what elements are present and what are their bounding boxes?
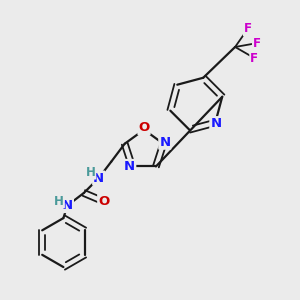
Text: N: N (62, 199, 73, 212)
Text: O: O (98, 195, 110, 208)
Text: F: F (250, 52, 258, 64)
Text: H: H (85, 166, 95, 178)
Text: N: N (93, 172, 104, 184)
Text: F: F (244, 22, 252, 35)
Text: F: F (253, 37, 261, 50)
Text: N: N (124, 160, 135, 173)
Text: O: O (138, 121, 150, 134)
Text: N: N (159, 136, 170, 149)
Text: N: N (210, 117, 221, 130)
Text: H: H (54, 195, 64, 208)
